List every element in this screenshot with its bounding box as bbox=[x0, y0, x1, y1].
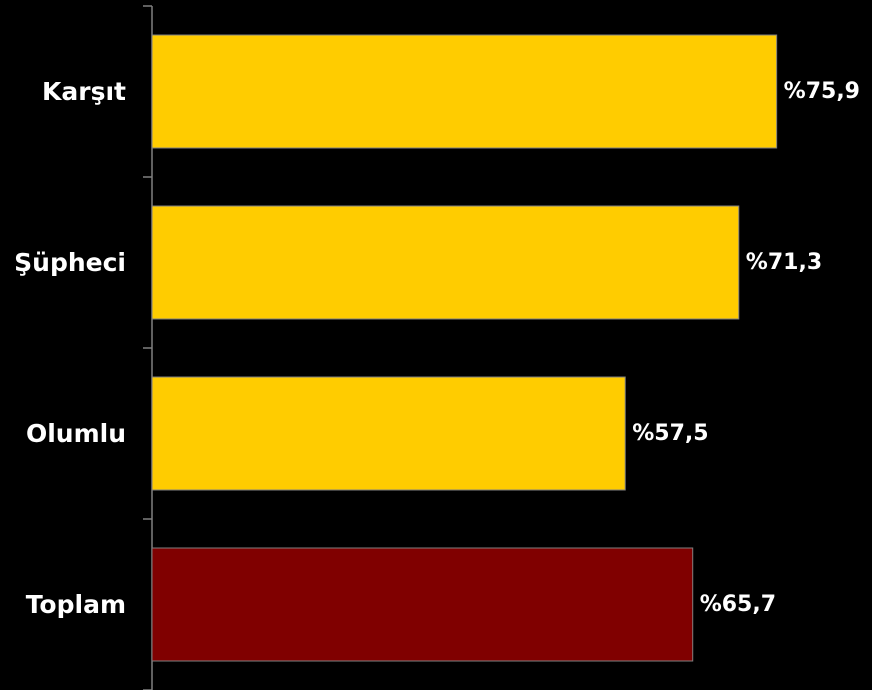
value-labels: %75,9 %71,3 %57,5 %65,7 bbox=[632, 79, 860, 617]
value-label: %71,3 bbox=[746, 250, 822, 275]
category-label: Olumlu bbox=[26, 419, 126, 448]
value-label: %65,7 bbox=[700, 592, 776, 617]
bar-4 bbox=[151, 547, 694, 662]
bars-group bbox=[151, 34, 778, 662]
category-labels: Karşıt Şüpheci Olumlu Toplam bbox=[14, 77, 126, 619]
bar-3 bbox=[151, 376, 626, 491]
value-label: %75,9 bbox=[784, 79, 860, 104]
category-label: Karşıt bbox=[42, 77, 126, 106]
value-label: %57,5 bbox=[632, 421, 708, 446]
category-label: Şüpheci bbox=[14, 248, 126, 277]
y-axis-ticks bbox=[143, 5, 152, 690]
bar-2 bbox=[151, 205, 740, 320]
category-label: Toplam bbox=[26, 590, 126, 619]
bar-1 bbox=[151, 34, 778, 149]
